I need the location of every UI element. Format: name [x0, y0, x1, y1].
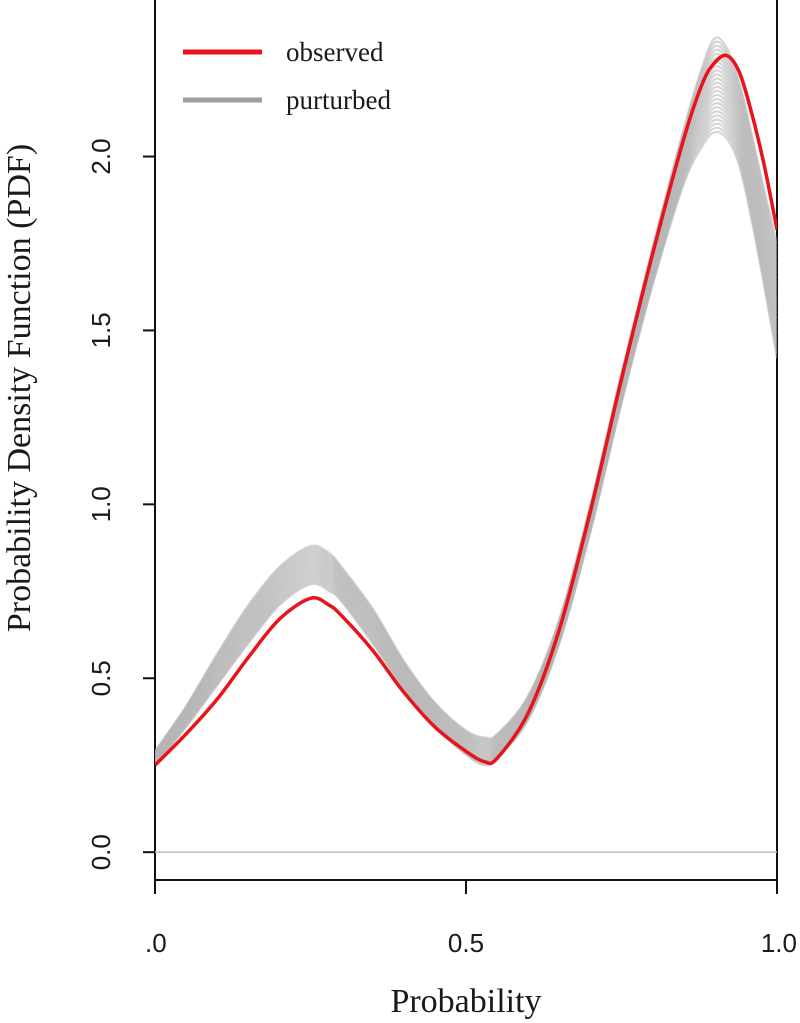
purturbed-curve	[155, 106, 777, 763]
purturbed-curve	[155, 36, 777, 752]
y-axis: 0.0 0.5 1.0 1.5 2.0	[86, 138, 155, 870]
purturbed-band-group	[155, 36, 777, 767]
series-group	[155, 53, 777, 767]
purturbed-curve	[155, 102, 777, 762]
observed-line	[155, 53, 777, 767]
purturbed-curve	[155, 118, 777, 765]
x-axis: .0 0.5 1.0	[145, 879, 797, 958]
y-tick-label: 1.0	[86, 486, 116, 522]
x-tick-label: 0.5	[448, 928, 484, 958]
x-tick-label: 1.0	[761, 928, 797, 958]
purturbed-curve	[155, 130, 777, 767]
y-tick-label: 0.0	[86, 834, 116, 870]
legend-label-observed: observed	[286, 37, 384, 67]
y-tick-label: 1.5	[86, 312, 116, 348]
y-axis-title: Probability Density Function (PDF)	[1, 144, 38, 632]
purturbed-curve	[155, 110, 777, 763]
y-tick-label: 2.0	[86, 138, 116, 174]
x-axis-title: Probability	[390, 983, 541, 1020]
x-tick-label: .0	[145, 928, 167, 958]
legend-label-purturbed: purturbed	[286, 85, 391, 115]
purturbed-curve	[155, 126, 777, 766]
y-tick-label: 0.5	[86, 660, 116, 696]
purturbed-curve	[155, 97, 777, 762]
purturbed-curve	[155, 122, 777, 765]
purturbed-curve	[155, 114, 777, 764]
legend: observed purturbed	[183, 37, 391, 115]
